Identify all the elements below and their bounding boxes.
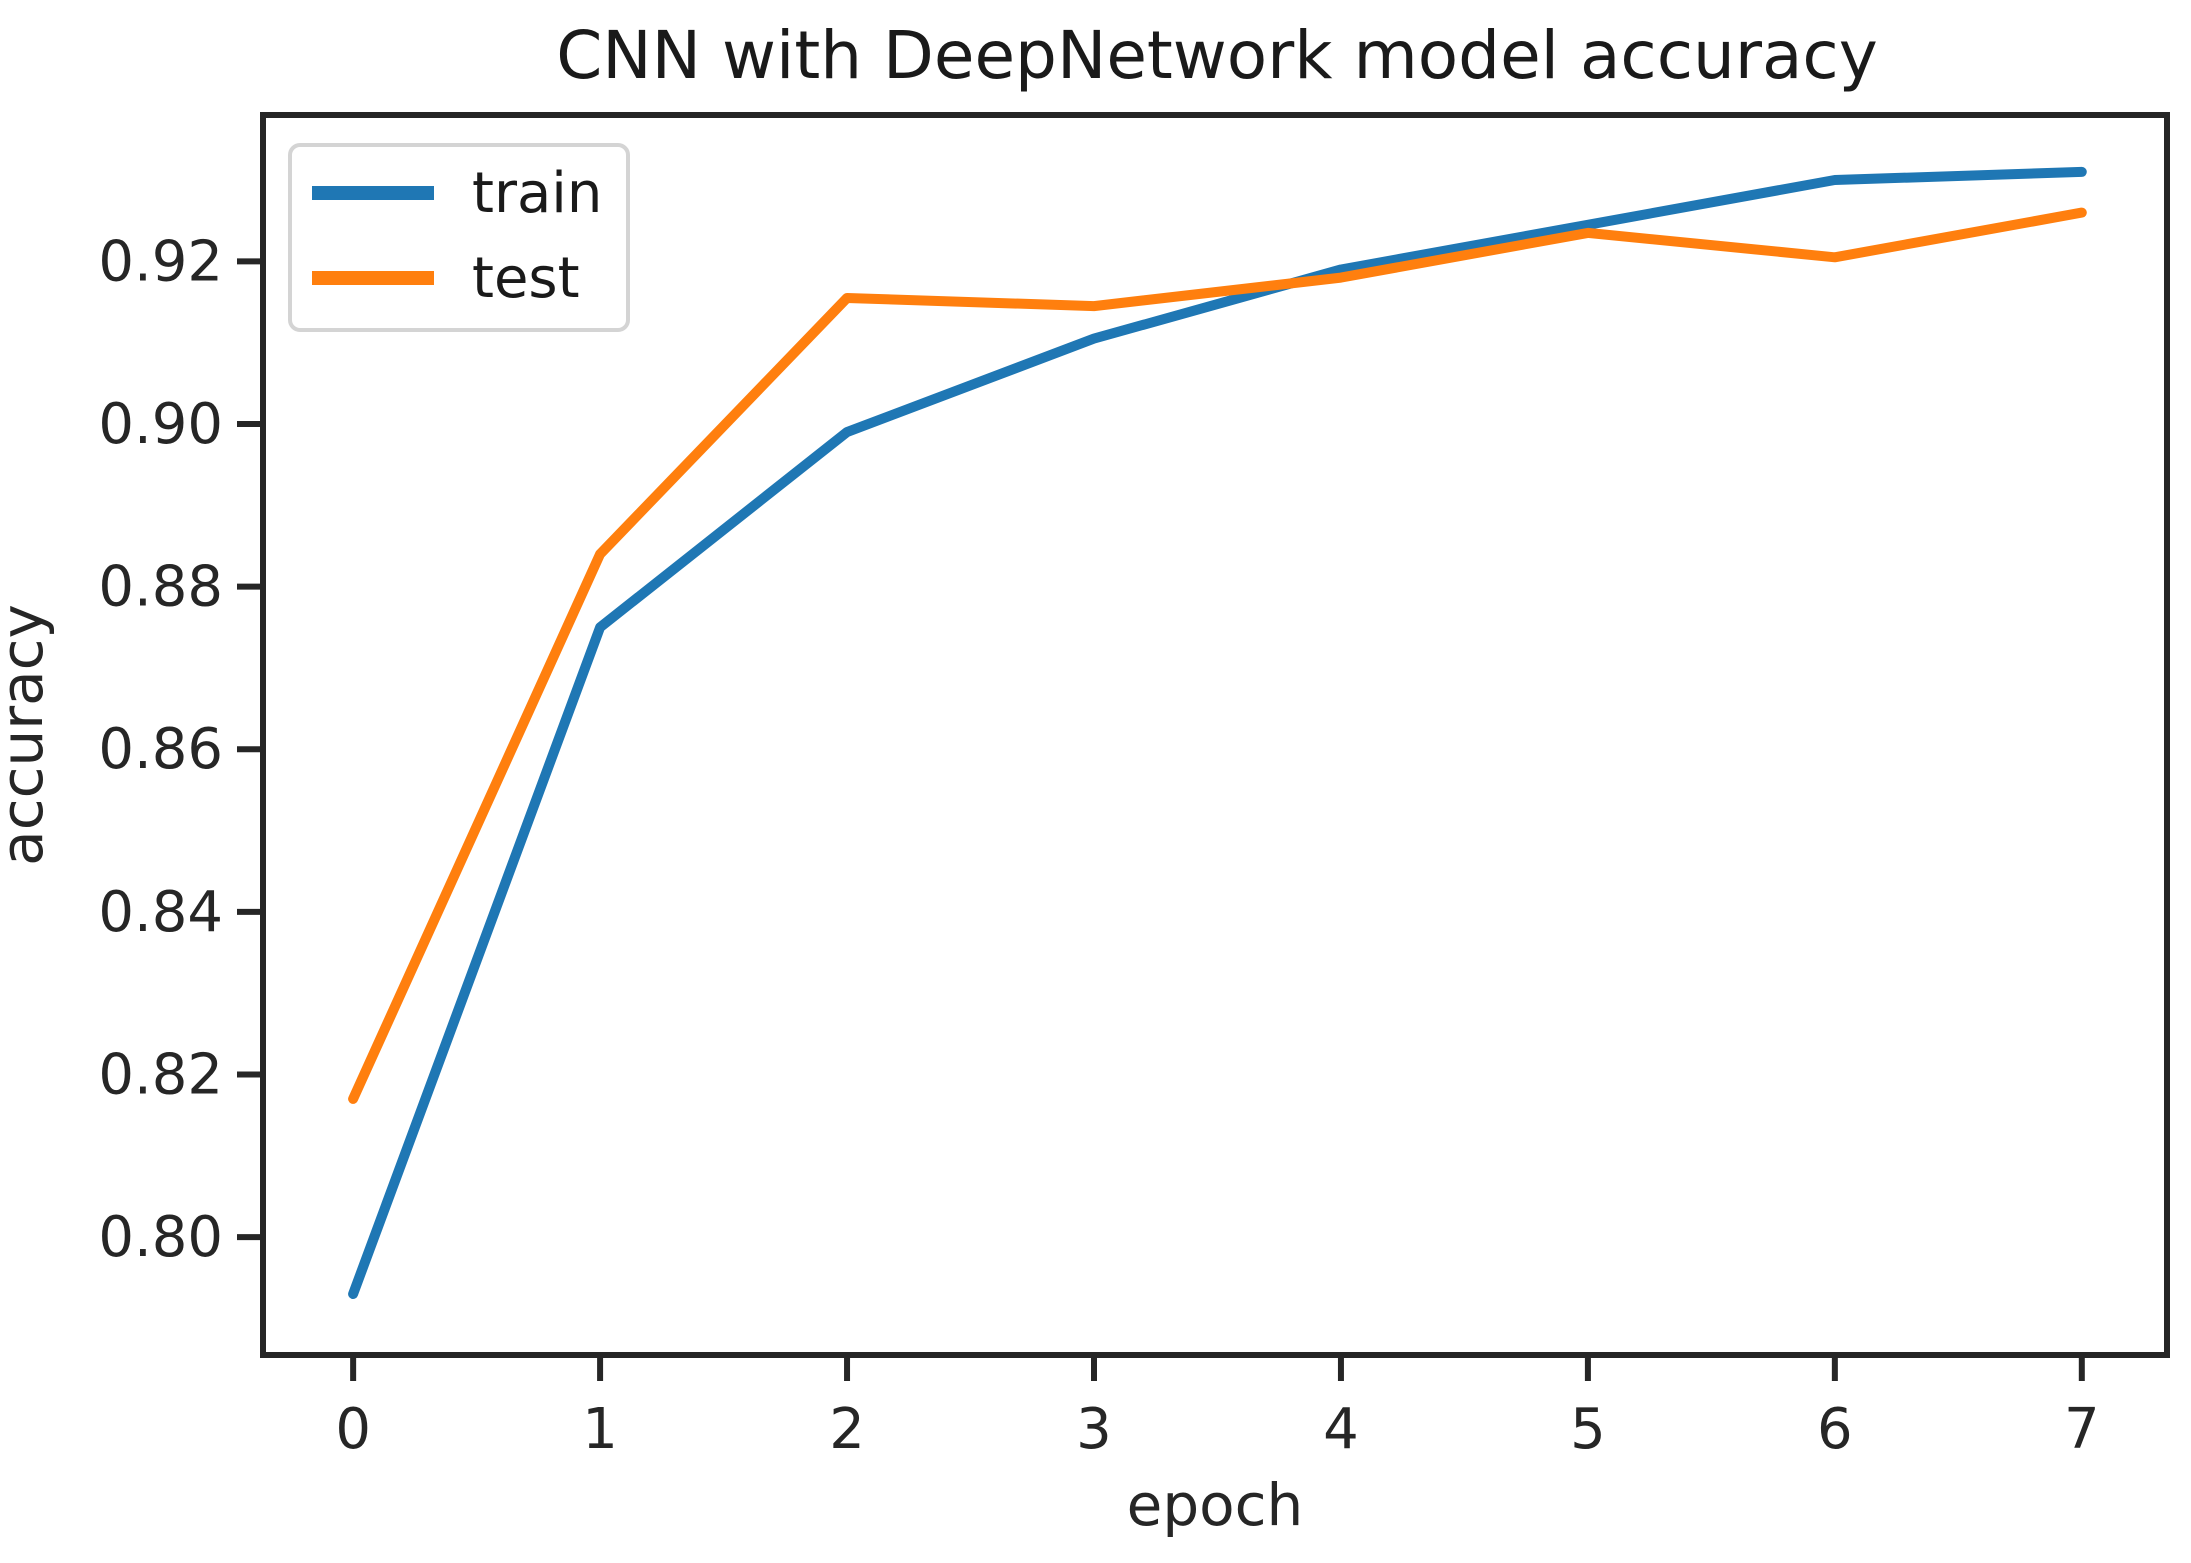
x-tick-label: 3 xyxy=(1076,1397,1112,1462)
y-tick-label: 0.92 xyxy=(98,229,223,294)
series-lines xyxy=(348,166,2087,1299)
y-tick-label: 0.90 xyxy=(98,392,223,457)
x-tick-label: 7 xyxy=(2064,1397,2100,1462)
y-tick-label: 0.80 xyxy=(98,1205,223,1270)
y-axis-ticks: 0.80 0.82 0.84 0.86 0.88 0.90 0.92 xyxy=(98,229,263,1270)
y-axis-label: accuracy xyxy=(0,604,56,866)
x-tick-label: 6 xyxy=(1817,1397,1853,1462)
x-tick-label: 2 xyxy=(829,1397,865,1462)
y-tick-label: 0.86 xyxy=(98,717,223,782)
x-tick-label: 4 xyxy=(1323,1397,1359,1462)
y-tick-label: 0.88 xyxy=(98,555,223,620)
series-line-train xyxy=(348,166,2087,1299)
y-tick-label: 0.84 xyxy=(98,880,223,945)
series-line-test xyxy=(348,207,2087,1104)
x-tick-label: 5 xyxy=(1570,1397,1606,1462)
x-axis-label: epoch xyxy=(1127,1471,1304,1539)
y-tick-label: 0.82 xyxy=(98,1042,223,1107)
x-tick-label: 1 xyxy=(582,1397,618,1462)
x-tick-label: 0 xyxy=(335,1397,371,1462)
legend-label-train: train xyxy=(472,161,602,226)
legend: train test xyxy=(288,143,630,332)
legend-label-test: test xyxy=(472,246,580,311)
chart-title: CNN with DeepNetwork model accuracy xyxy=(556,17,1878,94)
x-axis-ticks: 0 1 2 3 4 5 6 7 xyxy=(335,1355,2100,1462)
plot-frame xyxy=(260,112,2170,1358)
